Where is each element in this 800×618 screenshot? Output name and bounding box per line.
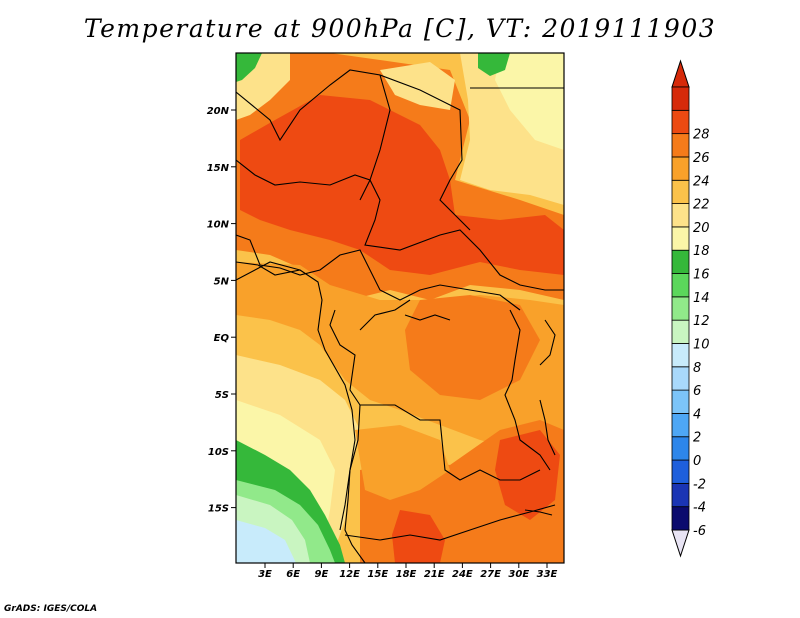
colorbar-label: 0 (693, 454, 701, 469)
lon-tick-label: 18E (396, 569, 417, 580)
field-central-warm (405, 295, 540, 400)
border-line (539, 319, 556, 366)
border-line (236, 159, 564, 291)
field-nw-green (236, 53, 262, 82)
lat-tick-label: 5S (215, 390, 229, 401)
colorbar-label: 16 (693, 268, 710, 283)
colorbar-label: 20 (693, 221, 710, 236)
lon-tick-label: 24E (452, 569, 473, 580)
field-south-mid (355, 425, 450, 500)
colorbar-label: 24 (693, 174, 710, 189)
lake-outline (524, 509, 553, 516)
border-line (236, 234, 521, 311)
colorbar-segment (671, 86, 690, 111)
grads-credit: GrADS: IGES/COLA (4, 604, 98, 614)
lon-tick-label: 9E (315, 569, 329, 580)
colorbar-segment (671, 436, 690, 461)
field-north-hot (240, 95, 564, 275)
colorbar-segment (671, 482, 690, 508)
colorbar-lower-arrow (671, 529, 690, 558)
colorbar-label: -4 (693, 501, 706, 516)
lat-tick-label: 15N (207, 163, 230, 174)
map-title: Temperature at 900hPa [C], VT: 201911190… (83, 14, 717, 43)
lat-tick-label: 20N (207, 106, 230, 117)
country-borders (236, 69, 564, 563)
border-line (329, 309, 361, 406)
colorbar-segment (671, 133, 690, 158)
field-ne-pale-2 (495, 53, 564, 150)
colorbar-label: 26 (693, 151, 710, 166)
colorbar-label: 6 (693, 384, 701, 399)
colorbar-segment (671, 296, 690, 321)
border-line (360, 404, 541, 481)
border-line (504, 309, 551, 471)
field-ne-green (478, 53, 510, 76)
colorbar-segment (671, 506, 690, 531)
field-sw-cyan (236, 520, 296, 563)
longitude-axis: 3E 6E 9E 12E 15E 18E 21E 24E 27E 30E 33E (258, 563, 558, 580)
colorbar-segment (671, 226, 690, 251)
lon-tick-label: 12E (339, 569, 360, 580)
colorbar-segment (671, 366, 690, 391)
colorbar-label: 14 (693, 291, 710, 306)
colorbar-label: 4 (693, 407, 701, 422)
colorbar-label: 10 (693, 337, 710, 352)
lon-tick-label: 15E (367, 569, 388, 580)
lon-tick-label: 27E (480, 569, 501, 580)
border-line (379, 74, 471, 231)
border-line (359, 299, 411, 331)
colorbar-label: 28 (693, 128, 710, 143)
colorbar-label: 12 (693, 314, 710, 329)
colorbar-segment (671, 249, 690, 274)
colorbar-segment (671, 156, 690, 181)
colorbar-segment (671, 459, 690, 484)
lon-tick-label: 3E (258, 569, 272, 580)
lat-tick-label: EQ (214, 333, 230, 344)
colorbar-label: -6 (693, 524, 706, 539)
colorbar-segment (671, 389, 690, 414)
map-frame (235, 52, 565, 564)
colorbar-label: 22 (693, 198, 710, 213)
lake-outline (539, 399, 556, 456)
coastline (236, 261, 366, 563)
colorbar-segment (671, 413, 690, 438)
colorbar-label: 8 (693, 361, 701, 376)
lon-tick-label: 6E (286, 569, 300, 580)
colorbar-segment (671, 109, 690, 135)
lat-tick-label: 5N (214, 276, 230, 287)
colorbar-segment (671, 179, 690, 204)
lon-tick-label: 21E (424, 569, 445, 580)
lat-tick-label: 10N (207, 220, 230, 231)
border-line (344, 504, 556, 541)
lat-tick-label: 10S (208, 447, 229, 458)
colorbar-segment (671, 203, 690, 228)
colorbar-upper-arrow (671, 59, 690, 88)
colorbar-label: 18 (693, 244, 710, 259)
lon-tick-label: 33E (537, 569, 558, 580)
colorbar-label: 2 (693, 431, 701, 446)
border-line (236, 69, 391, 201)
field-se-hot (495, 430, 560, 520)
lon-tick-label: 30E (508, 569, 529, 580)
colorbar-segment (671, 343, 690, 368)
colorbar-segment (671, 319, 690, 344)
border-line (236, 261, 301, 281)
colorbar-label: -2 (693, 477, 706, 492)
border-line (404, 314, 451, 321)
colorbar-segment (671, 273, 690, 298)
temperature-field (236, 53, 564, 563)
latitude-axis: 20N 15N 10N 5N EQ 5S 10S 15S (207, 106, 236, 515)
lat-tick-label: 15S (208, 504, 229, 515)
